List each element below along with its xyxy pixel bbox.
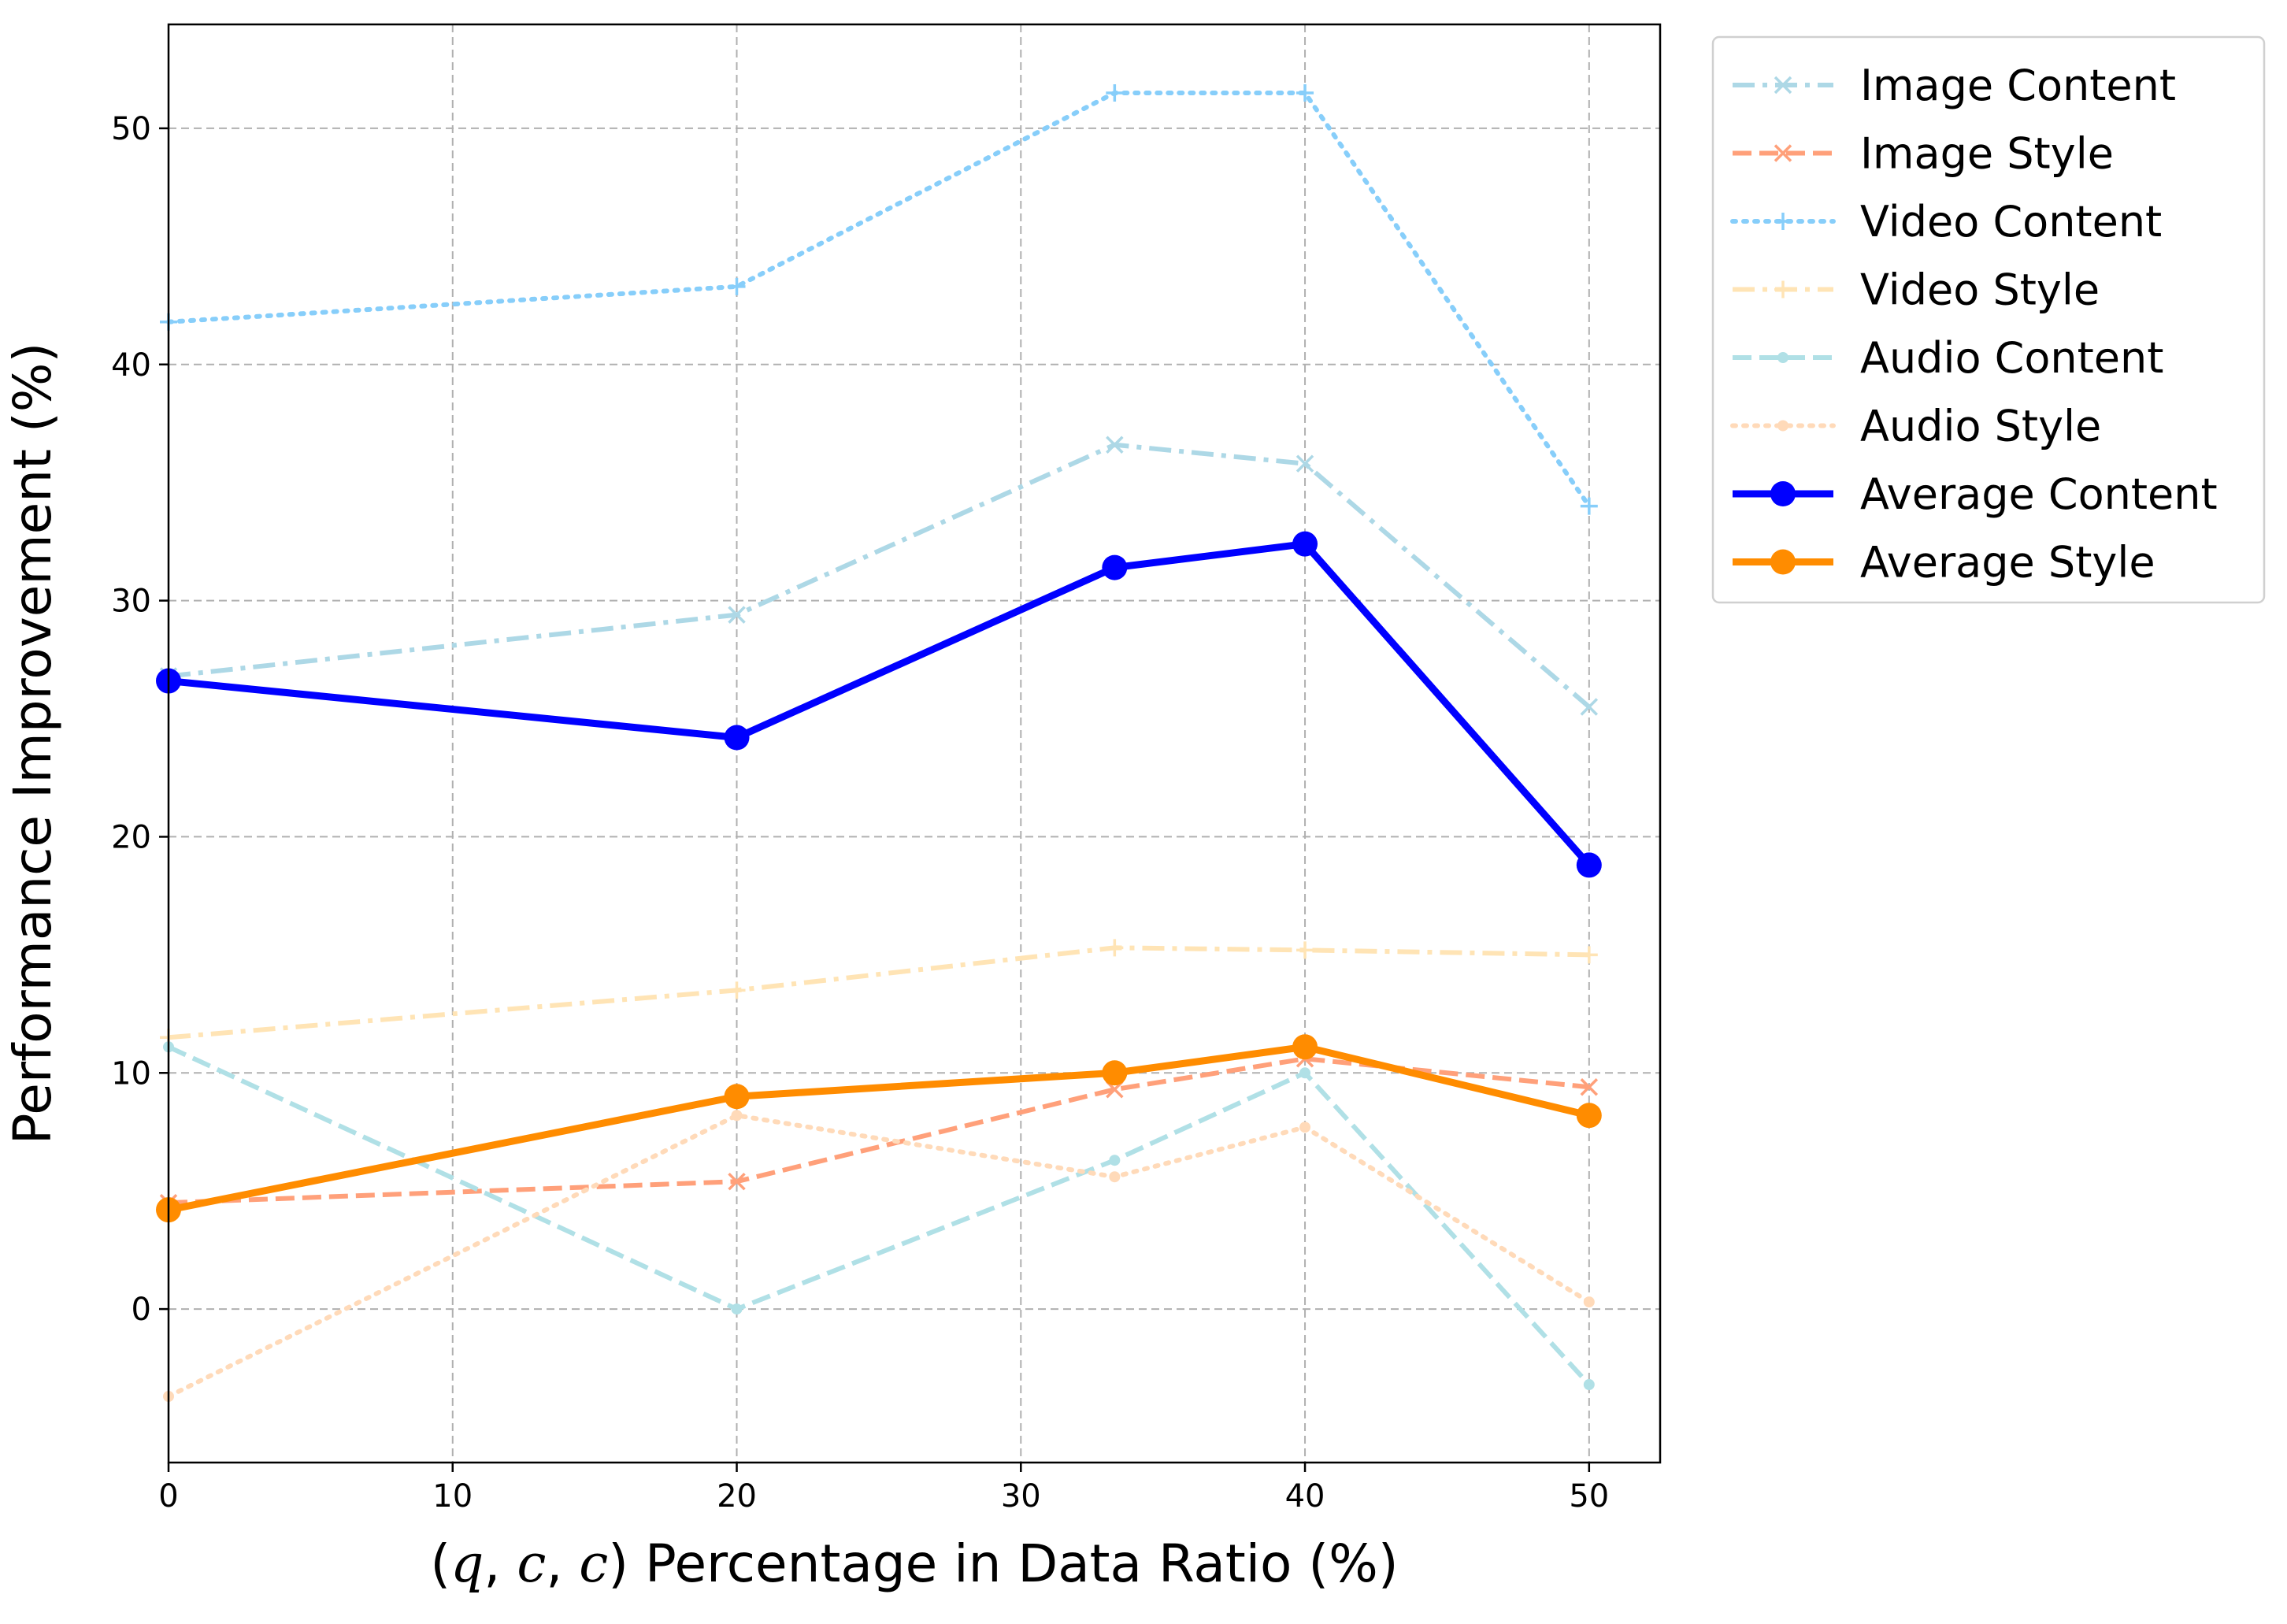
y-tick-label: 30	[111, 584, 151, 620]
legend-marker-image-content	[1774, 76, 1792, 95]
series-line-audio-content	[167, 1044, 1592, 1387]
data-point-average-content	[724, 725, 750, 751]
data-point-image-style	[728, 1172, 746, 1191]
data-point-average-content	[1576, 852, 1602, 878]
series-image-style	[159, 1050, 1599, 1212]
x-tick-label: 10	[432, 1478, 473, 1515]
legend-marker-video-content	[1774, 213, 1792, 230]
data-point-image-content	[1580, 698, 1599, 716]
data-point-image-content	[1295, 454, 1314, 473]
data-point-average-style	[1102, 1060, 1128, 1086]
series-video-style	[160, 939, 1598, 1047]
data-point-average-content	[1102, 554, 1128, 580]
legend-marker-video-style	[1774, 280, 1792, 298]
data-point-video-content	[1106, 83, 1124, 102]
legend: Image Content Image Style Video Content Vid…	[1711, 35, 2266, 604]
legend-label-image-content: Image Content	[1860, 61, 2176, 110]
data-point-audio-style	[1299, 1122, 1311, 1133]
data-point-image-content	[728, 606, 746, 624]
x-tick-label: 20	[717, 1478, 757, 1515]
series-line-average-style	[168, 1043, 1590, 1214]
legend-label-average-content: Average Content	[1860, 469, 2218, 519]
data-point-average-style	[724, 1084, 750, 1110]
legend-item-video-style: Video Style	[1733, 265, 2100, 315]
data-point-audio-content	[731, 1303, 743, 1315]
data-point-average-style	[1292, 1034, 1318, 1060]
y-tick-label: 0	[132, 1292, 151, 1328]
legend-label-average-style: Average Style	[1860, 538, 2155, 588]
grid	[168, 24, 1660, 1463]
legend-item-image-content: Image Content	[1733, 61, 2176, 110]
x-axis-title-part: ) Percentage in Data Ratio (%)	[608, 1533, 1398, 1594]
legend-marker-audio-style	[1777, 420, 1788, 432]
x-axis-title: (q, c, c) Percentage in Data Ratio (%)	[430, 1533, 1398, 1594]
x-tick-label: 30	[1001, 1478, 1041, 1515]
data-point-audio-content	[1299, 1067, 1311, 1079]
data-point-image-content	[1106, 436, 1124, 454]
y-tick-label: 50	[111, 111, 151, 147]
plot-frame	[167, 23, 1662, 1464]
legend-item-average-content: Average Content	[1733, 469, 2218, 519]
data-point-audio-style	[1583, 1296, 1595, 1308]
legend-item-audio-style: Audio Style	[1730, 402, 2101, 451]
legend-item-image-style: Image Style	[1733, 129, 2114, 179]
x-axis-title-part: ,	[484, 1533, 517, 1594]
x-tick-label: 40	[1285, 1478, 1325, 1515]
data-point-video-content	[1580, 497, 1598, 515]
data-point-video-style	[1580, 946, 1598, 964]
legend-item-average-style: Average Style	[1733, 538, 2155, 588]
series-line-video-content	[166, 90, 1592, 509]
legend-label-audio-style: Audio Style	[1860, 402, 2101, 451]
data-point-average-style	[1576, 1103, 1602, 1129]
data-point-audio-style	[731, 1110, 743, 1122]
data-point-audio-content	[1109, 1155, 1121, 1166]
legend-item-audio-content: Audio Content	[1733, 333, 2163, 383]
data-point-average-content	[1292, 531, 1318, 557]
series-audio-style	[163, 1110, 1595, 1403]
legend-marker-average-content	[1770, 481, 1796, 506]
y-tick-label: 20	[111, 819, 151, 855]
legend-label-video-style: Video Style	[1860, 265, 2100, 315]
data-point-image-style	[1580, 1078, 1599, 1096]
x-tick-label: 0	[158, 1478, 178, 1515]
x-axis-title-part: q	[450, 1533, 484, 1594]
data-point-video-style	[1296, 941, 1314, 959]
legend-marker-image-style	[1774, 144, 1792, 162]
data-point-audio-content	[1583, 1379, 1595, 1391]
series-line-average-content	[168, 540, 1592, 868]
y-axis-title: Performance Improvement (%)	[2, 343, 63, 1144]
series-video-content	[160, 83, 1598, 515]
legend-label-image-style: Image Style	[1860, 129, 2114, 179]
series-line-video-style	[168, 945, 1589, 1040]
x-axis-title-part: ,	[546, 1533, 579, 1594]
legend-marker-average-style	[1770, 549, 1796, 575]
data-point-video-style	[1106, 939, 1124, 957]
x-axis-title-part: (	[430, 1533, 450, 1594]
legend-marker-audio-content	[1777, 352, 1788, 363]
series-line-image-content	[168, 442, 1591, 709]
data-point-video-style	[728, 981, 746, 999]
legend-item-video-content: Video Content	[1730, 197, 2162, 247]
legend-label-audio-content: Audio Content	[1860, 333, 2163, 383]
axis-ticks: 0 10 20 30 40 50 0 10 20 30 40 50	[111, 111, 1609, 1515]
series-line-audio-style	[166, 1113, 1592, 1400]
series-line-image-style	[168, 1056, 1590, 1206]
y-tick-label: 40	[111, 347, 151, 384]
data-point-video-content	[728, 277, 746, 295]
series-audio-content	[163, 1041, 1595, 1391]
series-average-style	[156, 1034, 1602, 1223]
y-tick-label: 10	[111, 1055, 151, 1092]
x-axis-title-part: c	[517, 1533, 546, 1594]
series-average-content	[156, 531, 1602, 878]
series-layer	[156, 83, 1602, 1403]
data-point-video-content	[1296, 83, 1314, 102]
x-axis-title-part: c	[579, 1533, 608, 1594]
x-tick-label: 50	[1569, 1478, 1609, 1515]
legend-frame	[1711, 35, 2266, 604]
data-point-audio-style	[1109, 1171, 1121, 1183]
legend-label-video-content: Video Content	[1860, 197, 2162, 247]
